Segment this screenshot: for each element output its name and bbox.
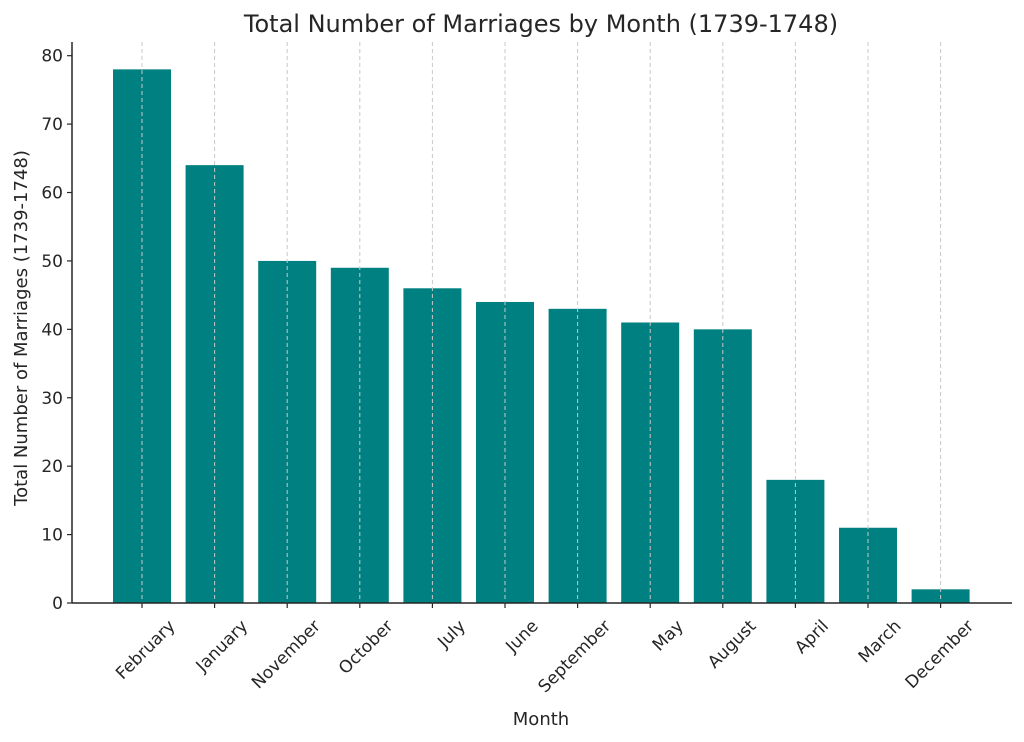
x-tick-label-august: August: [704, 616, 760, 672]
y-axis-ticks: 0 10 20 30 40 50 60 70 80: [41, 47, 72, 614]
x-tick-label-june: June: [502, 616, 543, 657]
y-tick-label: 70: [41, 115, 63, 135]
x-tick-label-november: November: [248, 616, 325, 693]
y-tick-label: 0: [52, 594, 63, 614]
y-axis-label: Total Number of Marriages (1739-1748): [11, 150, 32, 507]
y-tick-label: 30: [41, 389, 63, 409]
grid-over-layer: [141, 42, 942, 603]
y-tick-label: 50: [41, 252, 63, 272]
y-tick-label: 80: [41, 47, 63, 67]
y-tick-label: 60: [41, 184, 63, 204]
x-tick-label-december: December: [902, 616, 978, 692]
axes-layer: [71, 42, 1012, 604]
x-tick-label-july: July: [433, 616, 469, 652]
x-tick-label-october: October: [335, 616, 397, 678]
y-tick-label: 40: [41, 320, 63, 340]
x-tick-label-march: March: [855, 616, 906, 667]
y-tick-label: 10: [41, 526, 63, 546]
bars-layer: [113, 69, 970, 604]
chart-title: Total Number of Marriages by Month (1739…: [243, 10, 838, 38]
bar-july: [403, 288, 462, 603]
x-tick-label-september: September: [535, 616, 616, 697]
bar-january: [185, 165, 244, 603]
x-tick-label-april: April: [791, 616, 833, 658]
x-tick-label-january: January: [192, 616, 252, 676]
bar-june: [476, 301, 534, 603]
bar-november: [258, 260, 317, 603]
x-tick-label-may: May: [649, 616, 688, 655]
x-axis-label: Month: [513, 709, 569, 730]
x-tick-label-february: February: [112, 616, 179, 683]
y-tick-label: 20: [41, 457, 63, 477]
